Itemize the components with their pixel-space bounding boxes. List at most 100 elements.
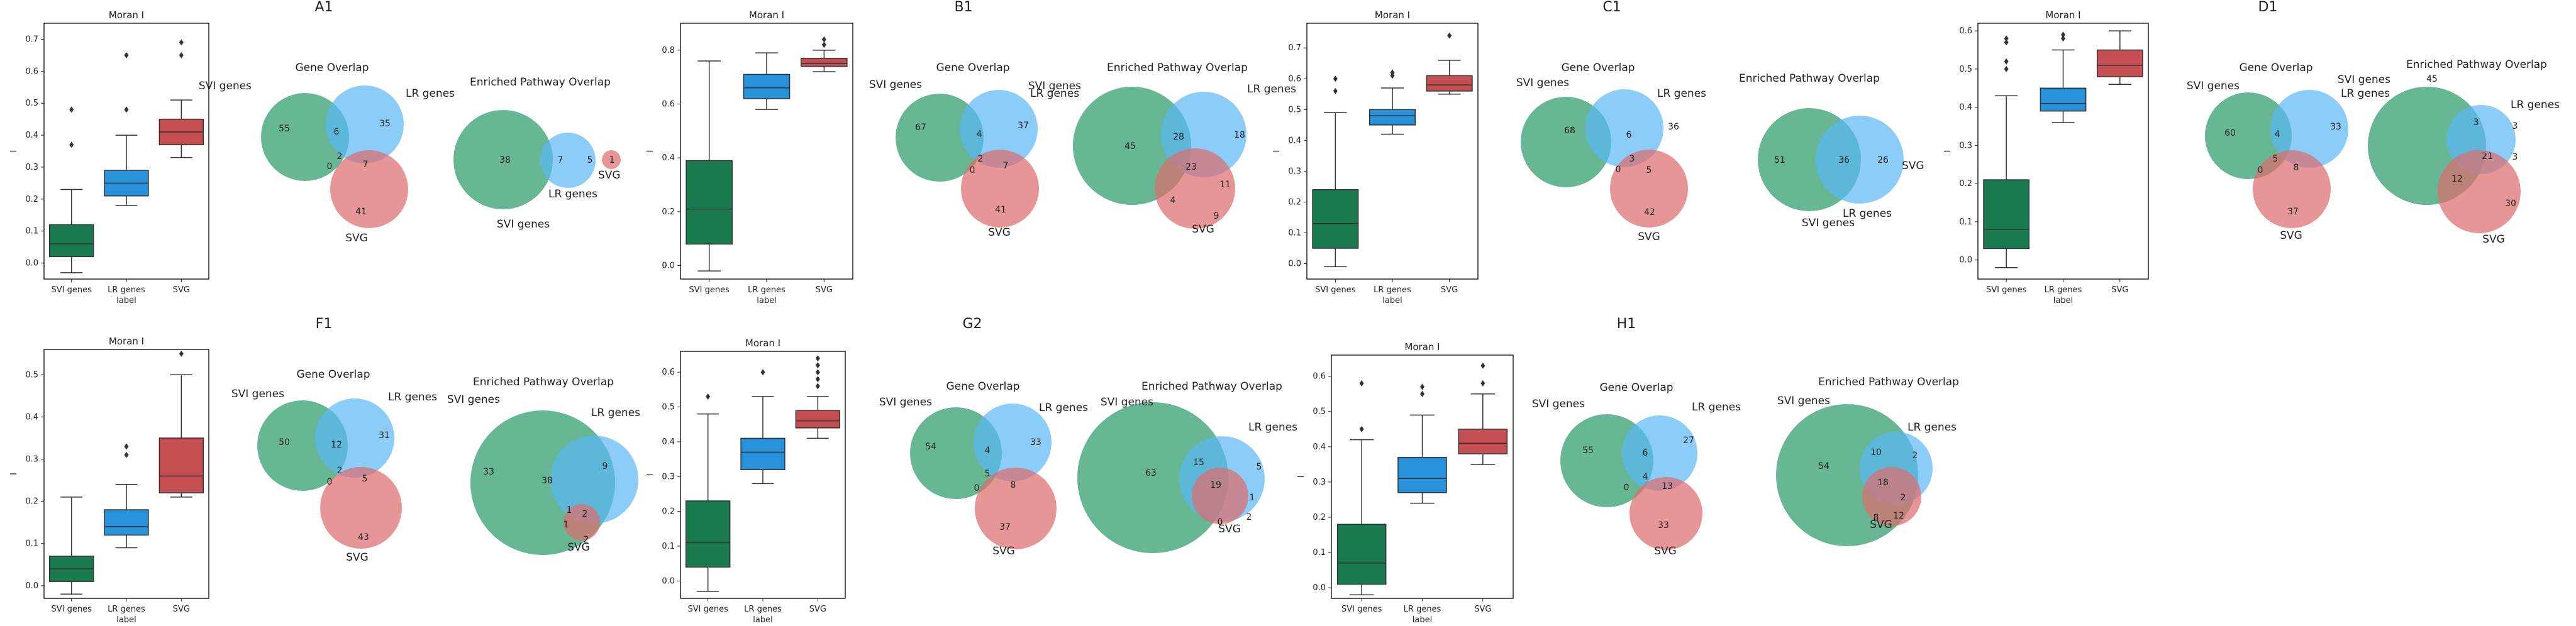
set-label: LR genes: [1248, 421, 1297, 434]
region-count: 36: [1838, 155, 1850, 165]
x-tick-label: LR genes: [744, 605, 782, 614]
set-label: SVG: [598, 169, 621, 182]
set-label: SVI genes: [869, 79, 922, 91]
outlier-point: [821, 36, 826, 43]
region-count: 10: [1870, 448, 1882, 458]
y-axis-label: I: [1943, 150, 1953, 153]
outlier-point: [1420, 383, 1424, 390]
set-circle-svi: [453, 110, 553, 209]
y-tick-label: 0.2: [1959, 179, 1972, 189]
outlier-point: [2061, 35, 2065, 42]
pathway-overlap-title: Enriched Pathway Overlap: [473, 376, 614, 388]
panel-title: H1: [1617, 316, 1636, 332]
region-count: 43: [358, 532, 369, 542]
pathway-overlap-venn: Enriched Pathway Overlap 45 3 3 30 12 3 21 SVI g…: [2338, 58, 2560, 246]
x-axis-label: label: [757, 296, 776, 305]
pathway-overlap-title: Enriched Pathway Overlap: [1107, 62, 1248, 74]
x-tick-label: SVG: [1441, 285, 1458, 295]
y-tick-label: 0.3: [25, 455, 38, 464]
region-count: 41: [355, 207, 367, 217]
outlier-point: [69, 141, 74, 148]
region-count: 33: [2330, 122, 2341, 132]
set-label: SVI genes: [1777, 395, 1830, 407]
y-tick-label: 0.0: [25, 259, 38, 268]
panel-title: C1: [1602, 0, 1621, 15]
box: [801, 57, 848, 67]
region-count: 2: [978, 154, 984, 164]
set-circle-svg: [564, 504, 600, 541]
region-count: 67: [915, 123, 926, 133]
y-tick-label: 0.2: [662, 207, 675, 217]
outlier-point: [815, 369, 820, 376]
box: [1336, 524, 1387, 585]
region-count: 1: [1250, 493, 1255, 503]
region-count: 63: [1145, 468, 1157, 478]
boxplot-title: Moran I: [109, 9, 144, 21]
gene-overlap-venn: Gene Overlap 50 31 12 43 0 5 2 SVI genes LR genes…: [231, 368, 437, 564]
set-label: LR genes: [1039, 402, 1088, 414]
pathway-overlap-venn: Enriched Pathway Overlap 45 18 28 9 4 11 23 SVI …: [1028, 62, 1296, 236]
y-tick-label: 0.7: [1288, 43, 1301, 53]
region-count: 2: [337, 466, 343, 476]
boxplot-title: Moran I: [1375, 9, 1410, 21]
outlier-point: [815, 383, 820, 390]
region-count: 33: [483, 467, 494, 477]
region-count: 4: [1170, 195, 1176, 206]
set-circle-svg: [1155, 148, 1235, 229]
set-label: SVG: [2482, 233, 2505, 246]
y-tick-label: 0.5: [1959, 65, 1972, 74]
set-label: SVI genes: [447, 393, 500, 406]
set-label: SVG: [345, 232, 368, 244]
region-count: 1: [567, 505, 572, 515]
pathway-overlap-venn: Enriched Pathway Overlap 51 26 36 SVI genesL…: [1739, 72, 1924, 229]
y-tick-label: 0.3: [1959, 141, 1972, 150]
region-count: 6: [1643, 448, 1648, 458]
set-label: SVG: [1902, 160, 1924, 172]
region-count: 0: [327, 162, 333, 172]
set-label: LR genes: [1907, 421, 1957, 434]
region-count: 54: [925, 442, 936, 452]
boxplot-panel: Moran I 0.0 0.1 0.2 0.3 0.4 0.5 0.6 0.7 I SVI gene…: [9, 9, 209, 305]
region-count: 7: [1003, 161, 1009, 171]
outlier-point: [179, 350, 184, 357]
x-tick-label: SVG: [1474, 605, 1491, 614]
pathway-overlap-title: Enriched Pathway Overlap: [1818, 376, 1959, 388]
y-tick-label: 0.0: [1288, 259, 1301, 268]
box: [48, 224, 94, 258]
y-tick-label: 0.1: [25, 539, 38, 549]
region-count: 55: [1582, 446, 1594, 456]
y-tick-label: 0.6: [662, 368, 675, 377]
set-label: LR genes: [1843, 207, 1892, 220]
set-circle-svg: [961, 150, 1039, 228]
set-circle-lr: [550, 436, 638, 524]
region-count: 4: [2275, 129, 2280, 140]
region-count: 4: [985, 446, 991, 456]
box: [1983, 179, 2030, 250]
box: [686, 160, 733, 245]
set-label: LR genes: [406, 87, 455, 100]
y-axis-label: I: [646, 150, 655, 153]
boxplot-title: Moran I: [2045, 9, 2080, 21]
x-axis-label: label: [1413, 615, 1432, 625]
region-count: 38: [499, 155, 511, 165]
panel-title: A1: [314, 0, 333, 15]
region-count: 3: [2512, 121, 2518, 131]
gene-overlap-title: Gene Overlap: [1599, 382, 1673, 394]
x-tick-label: SVG: [809, 605, 826, 614]
gene-overlap-venn: Gene Overlap 55 35 6 41 0 7 2 SVI genes LR genes S…: [199, 62, 455, 244]
outlier-point: [69, 106, 74, 113]
set-label: LR genes: [2511, 99, 2560, 111]
outlier-point: [1359, 380, 1364, 387]
region-count: 28: [1173, 132, 1184, 142]
set-label: LR genes: [548, 188, 597, 200]
set-label: SVG: [1638, 231, 1660, 243]
set-circle-svi: [1077, 402, 1228, 553]
region-count: 2: [1901, 493, 1906, 503]
outlier-point: [1480, 362, 1485, 369]
set-label: SVG: [988, 226, 1011, 239]
outlier-point: [124, 52, 129, 58]
x-axis-label: label: [2053, 296, 2073, 305]
outlier-point: [821, 41, 826, 48]
